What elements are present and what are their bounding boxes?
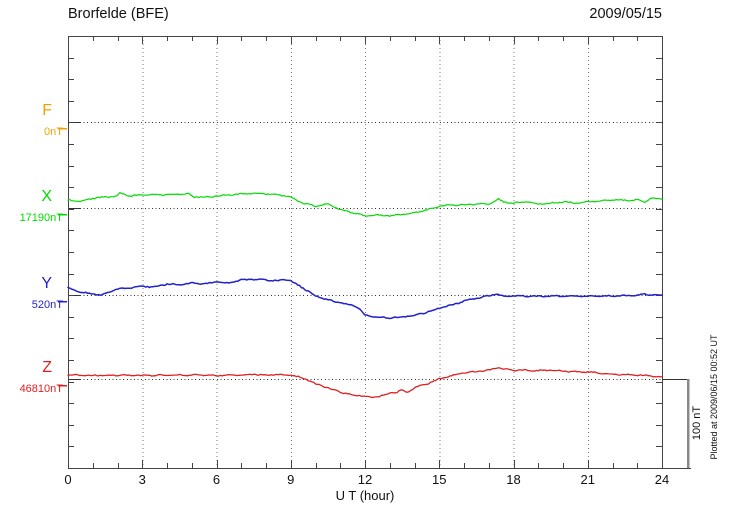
plotted-at-note: Plotted at 2009/06/15 00:52 UT xyxy=(709,334,719,460)
component-baseline-Z: 46810nT xyxy=(19,383,63,395)
x-tick-label-18: 18 xyxy=(506,472,521,487)
component-baseline-Y: 520nT xyxy=(31,299,63,311)
component-baseline-F: 0nT xyxy=(44,126,63,138)
station-title: Brorfelde (BFE) xyxy=(68,6,169,22)
component-label-X: X xyxy=(41,188,52,205)
x-tick-label-12: 12 xyxy=(357,472,373,487)
x-axis-title: U T (hour) xyxy=(335,488,395,503)
component-baseline-X: 17190nT xyxy=(19,212,63,224)
x-tick-label-9: 9 xyxy=(287,472,295,487)
x-tick-label-0: 0 xyxy=(64,472,72,487)
trace-X xyxy=(67,191,663,217)
x-tick-label-15: 15 xyxy=(432,472,447,487)
scale-bar-label: 100 nT xyxy=(691,405,703,441)
x-tick-label-6: 6 xyxy=(212,472,221,487)
x-tick-label-3: 3 xyxy=(138,472,146,487)
trace-Z xyxy=(67,367,663,399)
component-label-Z: Z xyxy=(42,359,52,376)
observation-date: 2009/05/15 xyxy=(589,6,662,22)
x-tick-label-24: 24 xyxy=(654,472,670,487)
component-label-Y: Y xyxy=(41,275,52,292)
component-label-F: F xyxy=(42,102,52,119)
trace-Y xyxy=(67,278,663,320)
x-tick-label-21: 21 xyxy=(580,472,595,487)
